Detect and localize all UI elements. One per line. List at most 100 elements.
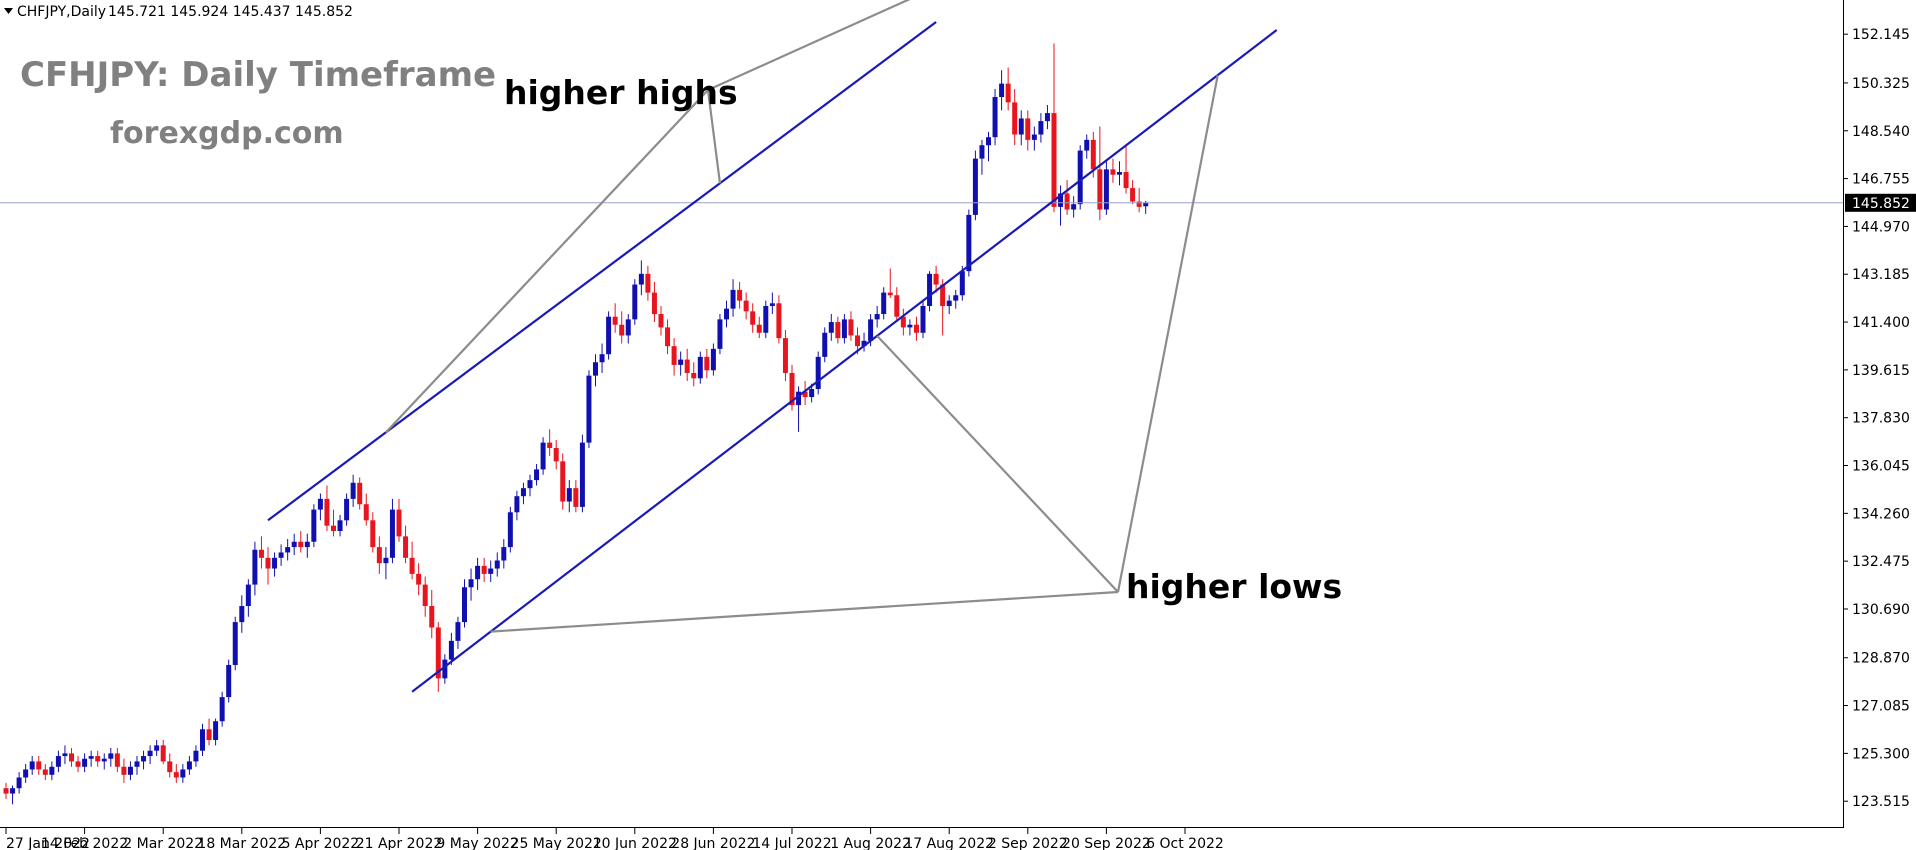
candle-body [376, 547, 382, 564]
price-tick-label: 123.515 [1852, 794, 1910, 810]
candle-body [62, 753, 68, 757]
candle-body [724, 308, 729, 320]
candle [520, 482, 526, 505]
candle-body [1084, 139, 1090, 151]
higher-lows-pointer-2 [876, 335, 1119, 593]
candle [370, 512, 376, 553]
candle-body [868, 319, 874, 341]
higher-highs-pointer-3 [707, 0, 911, 92]
candle-body [317, 498, 323, 510]
candle [147, 745, 153, 765]
candle [462, 579, 467, 628]
current-price-tag-label: 145.852 [1852, 196, 1910, 212]
candle [200, 723, 205, 757]
candle [894, 287, 900, 323]
candle [180, 764, 186, 783]
candle [272, 552, 278, 577]
candle-body [534, 469, 540, 481]
candle [1038, 113, 1044, 143]
candle-body [114, 753, 120, 767]
candle-body [82, 758, 88, 767]
candle [23, 764, 29, 783]
candle [953, 289, 959, 309]
candle [75, 756, 81, 773]
candle [232, 616, 238, 671]
time-tick-label: 14 Feb 2022 [41, 836, 128, 850]
candle [651, 281, 657, 323]
candle [999, 70, 1005, 111]
candle [494, 552, 500, 577]
candle [710, 343, 716, 376]
ohlc-values: 145.721 145.924 145.437 145.852 [108, 4, 353, 20]
candle [724, 300, 729, 328]
candle [586, 370, 592, 448]
candle-body [861, 340, 867, 347]
candle-body [658, 314, 664, 328]
candle [304, 533, 310, 558]
candle [10, 785, 16, 805]
annotation-higher-lows: higher lows [1126, 567, 1342, 606]
time-tick-label: 20 Sep 2022 [1062, 836, 1151, 850]
candle-body [999, 83, 1005, 98]
watermark-site: forexgdp.com [110, 116, 344, 151]
candle [750, 303, 756, 333]
candle-body [894, 295, 900, 317]
time-tick-label: 10 Jun 2022 [593, 836, 677, 850]
candle-body [547, 442, 553, 448]
candle [573, 480, 579, 513]
candle [488, 560, 494, 582]
chart-header: CHFJPY,Daily 145.721 145.924 145.437 145… [4, 4, 353, 20]
candle [835, 316, 841, 344]
watermark: CFHJPY: Daily Timeframe forexgdp.com [20, 55, 496, 151]
candle-body [494, 560, 500, 569]
collapse-triangle-icon[interactable] [4, 8, 13, 14]
candle [376, 536, 382, 574]
price-tick-label: 146.755 [1852, 172, 1910, 188]
candle-body [986, 137, 991, 146]
price-tick-label: 137.830 [1852, 411, 1910, 427]
price-axis-border [1843, 0, 1844, 828]
candle [606, 311, 612, 360]
candle-body [357, 482, 363, 505]
candle [193, 745, 199, 767]
candle-body [3, 788, 9, 794]
candle-body [488, 568, 494, 574]
candle [828, 314, 834, 341]
candle-body [913, 324, 919, 333]
candle [1005, 67, 1011, 111]
candle-body [848, 319, 854, 336]
candle-body [566, 488, 572, 502]
candle [278, 544, 284, 566]
candle [213, 718, 219, 746]
candle-body [855, 335, 860, 347]
candle [730, 279, 736, 317]
candle-body [304, 541, 310, 548]
candle [789, 364, 795, 411]
higher-lows-pointer-3 [1116, 74, 1219, 593]
candle-body [776, 303, 782, 339]
candle-body [632, 284, 638, 320]
candle-body [272, 557, 278, 569]
candle-body [219, 697, 225, 722]
candle-body [173, 772, 179, 778]
candle [82, 753, 88, 773]
time-tick-label: 21 Apr 2022 [356, 836, 443, 850]
candle-body [278, 552, 284, 558]
candle-body [121, 766, 127, 775]
time-tick-label: 6 Oct 2022 [1146, 836, 1224, 850]
candle-body [180, 769, 186, 778]
candle-body [1012, 102, 1018, 135]
candle [658, 305, 664, 336]
candle-body [769, 303, 775, 306]
candle [1077, 145, 1083, 210]
candle-body [226, 664, 232, 698]
candle-body [710, 348, 716, 371]
candle [887, 268, 893, 298]
candle [841, 314, 847, 344]
candle [173, 764, 179, 783]
candle-body [573, 488, 579, 507]
candle-body [809, 389, 815, 398]
candle [3, 782, 9, 799]
